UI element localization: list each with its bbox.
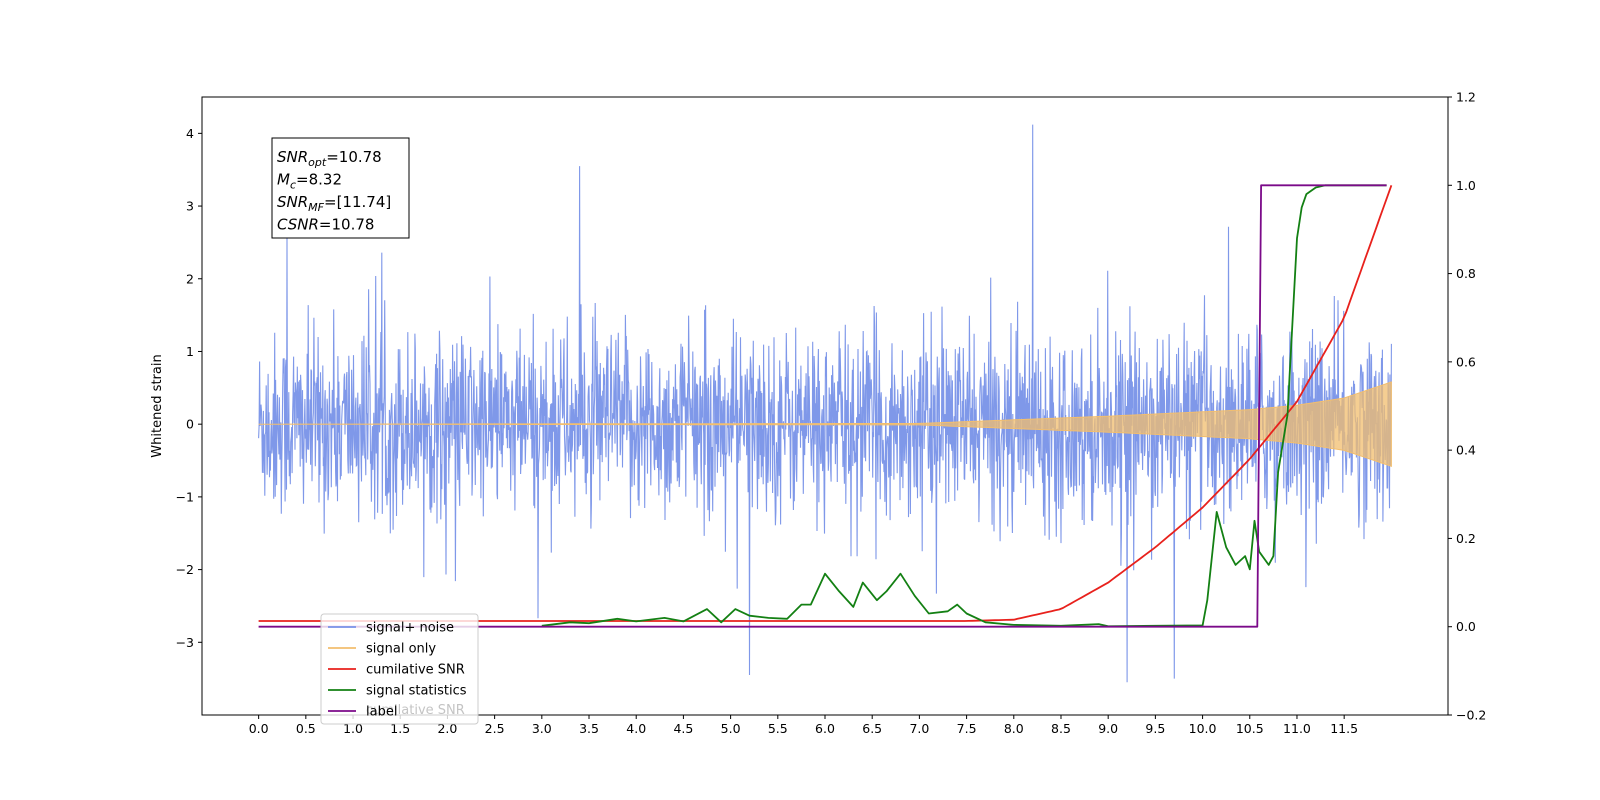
x-tick-label: 1.0	[343, 721, 363, 736]
x-tick-label: 3.5	[579, 721, 599, 736]
legend-label: signal only	[366, 642, 436, 657]
legend-label: signal statistics	[366, 684, 467, 699]
series-signal-statistics-line	[541, 184, 1387, 628]
info-box-line: SNRMF=[11.74]	[277, 193, 391, 214]
x-tick-label: 8.0	[1004, 721, 1024, 736]
x-tick-label: 11.0	[1283, 721, 1311, 736]
legend-ghost-text: cumilative SNR	[366, 703, 465, 718]
y-tick-label: 4	[186, 126, 194, 141]
y-tick-label: 3	[186, 199, 194, 214]
y2-tick-label: 0.6	[1456, 354, 1476, 369]
y2-tick-label: 0.4	[1456, 443, 1476, 458]
legend-label: label	[366, 705, 397, 720]
info-box-line: Mc=8.32	[277, 171, 342, 192]
info-box-line: SNRopt=10.78	[277, 148, 382, 169]
y-tick-label: −3	[176, 635, 194, 650]
x-tick-label: 6.0	[815, 721, 835, 736]
y-tick-label: −2	[176, 562, 194, 577]
info-box-frame	[271, 137, 410, 239]
y2-tick-label: 0.0	[1456, 619, 1476, 634]
x-tick-label: 2.0	[437, 721, 457, 736]
x-tick-label: 9.0	[1098, 721, 1118, 736]
x-tick-label: 9.5	[1145, 721, 1165, 736]
series-signal-noise-line	[258, 124, 1392, 683]
legend-frame	[320, 613, 479, 725]
y-axis-label: Whitened strain	[150, 354, 165, 457]
y-axis-left: −3 −2 −1 0 1 2 3 4	[176, 126, 202, 650]
legend-label: cumilative SNR	[366, 663, 465, 678]
y-tick-label: −1	[176, 489, 194, 504]
legend: cumilative SNR signal+ noise signal only cu…	[320, 613, 479, 725]
x-tick-label: 10.0	[1189, 721, 1217, 736]
x-tick-label: 5.5	[768, 721, 788, 736]
x-tick-label: 0.0	[249, 721, 269, 736]
x-tick-label: 7.5	[957, 721, 977, 736]
x-tick-label: 7.0	[909, 721, 929, 736]
x-tick-label: 3.0	[532, 721, 552, 736]
x-tick-label: 0.5	[296, 721, 316, 736]
series-label-line	[258, 184, 1387, 628]
x-tick-label: 5.0	[721, 721, 741, 736]
y2-tick-label: −0.2	[1456, 708, 1486, 723]
y-tick-label: 2	[186, 271, 194, 286]
x-tick-label: 10.5	[1236, 721, 1264, 736]
series-signal-only-band	[258, 381, 1392, 467]
x-tick-label: 4.5	[673, 721, 693, 736]
x-tick-label: 4.0	[626, 721, 646, 736]
x-axis: 0.0 0.5 1.0 1.5 2.0 2.5 3.0 3.5 4.0 4.5 5.0 5.5 6.0 6…	[249, 715, 1358, 736]
y2-tick-label: 1.2	[1456, 90, 1476, 105]
y-tick-label: 1	[186, 344, 194, 359]
info-box-line: CSNR=10.78	[277, 216, 374, 234]
legend-label: signal+ noise	[366, 621, 454, 636]
x-tick-label: 6.5	[862, 721, 882, 736]
y2-tick-label: 1.0	[1456, 178, 1476, 193]
x-tick-label: 8.5	[1051, 721, 1071, 736]
y2-tick-label: 0.8	[1456, 266, 1476, 281]
x-tick-label: 11.5	[1330, 721, 1358, 736]
y-tick-label: 0	[186, 417, 194, 432]
x-tick-label: 2.5	[485, 721, 505, 736]
y-axis-right: −0.2 0.0 0.2 0.4 0.6 0.8 1.0 1.2	[1448, 90, 1486, 723]
x-tick-label: 1.5	[390, 721, 410, 736]
y2-tick-label: 0.2	[1456, 531, 1476, 546]
